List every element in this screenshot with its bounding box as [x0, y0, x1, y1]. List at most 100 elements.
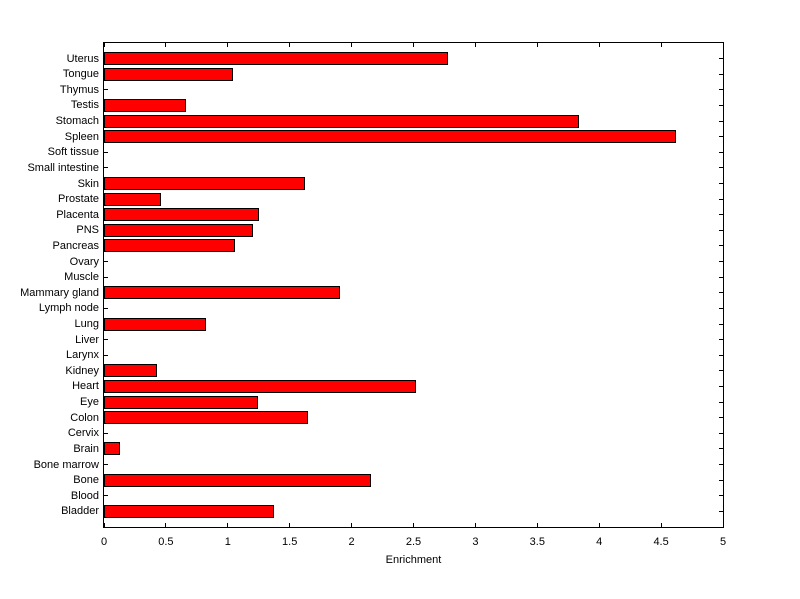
y-tick-right [719, 89, 723, 91]
x-tick-top [536, 43, 538, 47]
bar-uterus [104, 52, 449, 66]
y-tick-right [719, 510, 723, 512]
y-tick-right [719, 276, 723, 278]
x-tick-top [413, 43, 414, 47]
y-axis-tick-label: Tongue [62, 68, 99, 81]
y-axis-tick-label: Small intestine [27, 161, 99, 174]
y-tick-left [104, 89, 108, 91]
x-tick-top [165, 43, 167, 47]
x-axis-tick-label: 0.5 [158, 536, 174, 548]
y-tick-left [104, 354, 108, 356]
x-axis-tick-label: 3 [472, 536, 479, 548]
y-tick-left [104, 276, 108, 278]
x-axis-tick-label: 4 [596, 536, 603, 548]
bar-spleen [104, 130, 676, 144]
y-tick-left [104, 432, 108, 434]
y-axis-tick-label: Uterus [66, 52, 99, 65]
x-tick-top [722, 43, 724, 47]
x-tick-bottom [165, 523, 167, 527]
bar-pancreas [104, 239, 236, 253]
bar-heart [104, 379, 416, 393]
x-axis-tick-label: 4.5 [653, 536, 669, 548]
y-axis-tick-label: Placenta [56, 208, 99, 221]
x-axis-tick-label: 1.5 [282, 536, 298, 548]
y-axis-tick-label: Colon [70, 411, 99, 424]
y-tick-right [719, 58, 723, 60]
y-axis-tick-label: Muscle [64, 271, 99, 284]
x-axis-tick-label: 1 [224, 536, 231, 548]
x-tick-bottom [536, 523, 538, 527]
x-tick-top [351, 43, 353, 47]
bar-testis [104, 98, 186, 112]
y-tick-right [719, 261, 723, 263]
y-axis-tick-label: Skin [77, 177, 99, 190]
y-tick-right [719, 245, 723, 247]
y-axis-tick-label: Pancreas [52, 239, 99, 252]
y-axis-tick-label: Ovary [69, 255, 99, 268]
y-axis-tick-label: Spleen [64, 130, 99, 143]
y-axis-tick-label: Lung [74, 318, 99, 331]
x-tick-top [474, 43, 476, 47]
y-axis-tick-label: Thymus [59, 83, 99, 96]
x-tick-top [660, 43, 662, 47]
y-tick-left [104, 167, 108, 169]
y-tick-right [719, 151, 723, 153]
y-axis-tick-label: PNS [76, 224, 99, 237]
y-tick-left [104, 307, 108, 309]
bar-skin [104, 177, 305, 191]
y-tick-left [104, 339, 108, 341]
x-axis-tick-label: 0 [100, 536, 108, 548]
y-tick-left [104, 261, 108, 263]
y-axis-tick-label: Larynx [65, 349, 99, 362]
x-tick-bottom [722, 523, 724, 527]
y-tick-right [719, 464, 723, 466]
x-axis-tick-label: 2.5 [405, 536, 422, 548]
y-tick-right [719, 339, 723, 341]
bar-colon [104, 411, 309, 425]
bar-bladder [104, 504, 274, 518]
x-tick-bottom [351, 523, 353, 527]
y-tick-right [719, 183, 723, 185]
bar-bone [104, 473, 372, 487]
y-axis-tick-label: Prostate [58, 193, 99, 206]
y-tick-right [719, 120, 723, 122]
x-axis-tick-label: 3.5 [529, 536, 545, 548]
y-tick-left [104, 151, 108, 153]
y-tick-right [719, 495, 723, 497]
y-axis-tick-label: Bladder [61, 505, 99, 518]
y-tick-right [719, 448, 723, 450]
y-axis-tick-label: Mammary gland [20, 286, 99, 299]
y-tick-left [104, 464, 108, 466]
y-axis-tick-label: Heart [72, 380, 99, 393]
x-axis-tick-label: 2 [348, 536, 355, 548]
y-axis-tick-label: Brain [73, 442, 99, 455]
y-tick-right [719, 198, 723, 200]
y-tick-right [719, 432, 723, 434]
y-tick-right [719, 214, 723, 216]
x-tick-bottom [598, 523, 600, 527]
y-tick-right [719, 354, 723, 356]
bar-pns [104, 223, 253, 237]
bar-eye [104, 395, 258, 409]
y-tick-right [719, 479, 723, 481]
bar-stomach [104, 114, 580, 128]
x-tick-bottom [660, 523, 662, 527]
y-tick-right [719, 104, 723, 106]
x-tick-bottom [474, 523, 476, 527]
y-axis-tick-label: Bone [73, 474, 99, 487]
y-tick-right [719, 167, 723, 169]
bar-mammary-gland [104, 286, 341, 300]
y-tick-right [719, 136, 723, 138]
y-axis-tick-label: Lymph node [38, 302, 99, 315]
x-tick-top [227, 43, 229, 47]
bar-prostate [104, 192, 161, 206]
x-tick-bottom [413, 523, 414, 527]
x-axis-label: Enrichment [385, 554, 442, 566]
y-axis-tick-label: Eye [80, 396, 99, 409]
x-tick-top [289, 43, 291, 47]
y-tick-right [719, 385, 723, 387]
x-tick-top [598, 43, 600, 47]
y-axis-tick-label: Cervix [67, 427, 99, 440]
x-tick-top [103, 43, 105, 47]
